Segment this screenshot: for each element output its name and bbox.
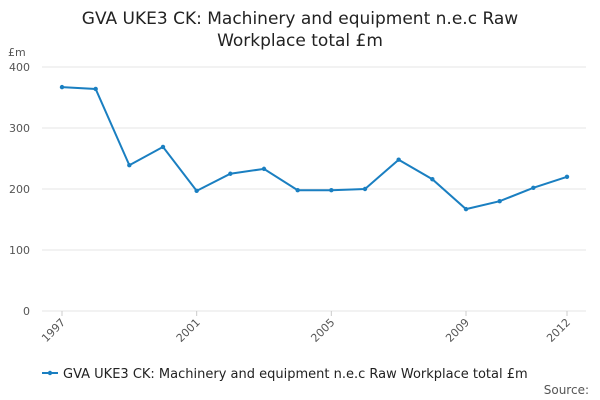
data-point: [396, 157, 401, 162]
legend-marker: [47, 370, 53, 376]
data-point: [194, 188, 199, 194]
x-tick-label: 2001: [174, 316, 203, 345]
data-point: [160, 144, 166, 150]
legend-label: GVA UKE3 CK: Machinery and equipment n.e…: [63, 367, 528, 382]
data-point: [564, 174, 570, 179]
data-point: [463, 206, 469, 212]
y-tick-label: 0: [23, 305, 30, 318]
data-point: [430, 177, 435, 182]
y-tick-label: 400: [9, 61, 30, 74]
source: Source:: [544, 383, 589, 397]
data-point: [59, 84, 65, 90]
data-point: [295, 188, 300, 193]
data-point: [228, 171, 233, 176]
y-axis-label: £m: [8, 46, 26, 59]
data-point: [261, 166, 267, 172]
data-point: [531, 185, 536, 190]
x-tick-label: 1997: [39, 316, 68, 345]
data-point: [329, 188, 334, 193]
y-tick-label: 200: [9, 183, 30, 196]
chart-title: GVA UKE3 CK: Machinery and equipment n.e…: [81, 9, 519, 51]
data-point: [93, 86, 98, 92]
data-line: [61, 86, 568, 211]
data-point: [362, 186, 368, 192]
x-tick-label: 2012: [544, 316, 573, 345]
data-point: [127, 163, 132, 168]
x-tick-label: 2009: [443, 316, 472, 345]
y-tick-label: 100: [9, 244, 30, 257]
data-point: [497, 199, 502, 204]
x-tick-label: 2005: [308, 316, 337, 345]
y-tick-label: 300: [9, 122, 30, 135]
